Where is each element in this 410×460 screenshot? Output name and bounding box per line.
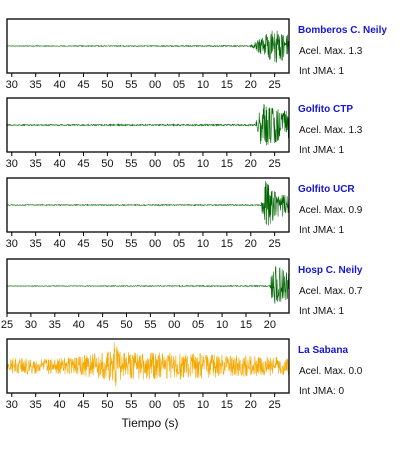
x-tick-label: 50 xyxy=(101,238,113,250)
x-tick-label: 15 xyxy=(221,79,233,91)
x-tick-label: 30 xyxy=(6,79,18,91)
x-tick-label: 20 xyxy=(245,399,257,411)
x-tick-label: 10 xyxy=(197,238,209,250)
x-tick-label: 35 xyxy=(30,79,42,91)
jma-intensity: Int JMA: 1 xyxy=(299,306,344,317)
jma-intensity: Int JMA: 0 xyxy=(299,386,344,397)
panel-3: 25 30 35 40 45 50 55 00 05 10 15 20 Hosp C. Neily Ace… xyxy=(1,258,363,331)
x-tick-label: 45 xyxy=(96,319,108,331)
x-tick-label: 55 xyxy=(125,158,137,170)
panel-frame xyxy=(6,258,290,314)
x-tick-label: 40 xyxy=(53,238,65,250)
x-tick-label: 05 xyxy=(173,238,185,250)
x-tick-label: 40 xyxy=(53,79,65,91)
x-tick-label: 10 xyxy=(216,319,228,331)
panel-frame xyxy=(6,18,290,74)
panel-0: 30 35 40 45 50 55 00 05 10 15 20 25 Bomberos C. Neil… xyxy=(6,18,387,91)
waveform-trace xyxy=(6,181,290,226)
x-tick-label: 35 xyxy=(30,238,42,250)
x-tick-label: 00 xyxy=(149,158,161,170)
x-tick-label: 10 xyxy=(197,79,209,91)
x-tick-label: 00 xyxy=(149,399,161,411)
x-tick-label: 05 xyxy=(173,158,185,170)
panel-frame xyxy=(6,177,290,233)
x-tick-label: 40 xyxy=(53,399,65,411)
x-tick-label: 30 xyxy=(6,158,18,170)
panel-4: 30 35 40 45 50 55 00 05 10 15 20 25 La Sabana Acel. M… xyxy=(6,338,363,411)
x-tick-label: 30 xyxy=(6,399,18,411)
max-acceleration: Acel. Max. 1.3 xyxy=(299,46,363,57)
x-axis-title: Tiempo (s) xyxy=(122,416,179,430)
x-tick-label: 00 xyxy=(168,319,180,331)
station-name: Golfito CTP xyxy=(298,104,353,115)
x-tick-label: 55 xyxy=(125,79,137,91)
x-tick-label: 35 xyxy=(49,319,61,331)
station-name: Hosp C. Neily xyxy=(298,265,363,276)
x-tick-label: 30 xyxy=(25,319,37,331)
x-tick-label: 35 xyxy=(30,158,42,170)
x-tick-label: 50 xyxy=(101,158,113,170)
station-name: Bomberos C. Neily xyxy=(298,25,387,36)
x-tick-label: 55 xyxy=(125,399,137,411)
x-tick-label: 50 xyxy=(101,399,113,411)
max-acceleration: Acel. Max. 0.0 xyxy=(299,366,363,377)
x-tick-label: 00 xyxy=(149,238,161,250)
x-tick-label: 25 xyxy=(269,238,281,250)
x-tick-label: 50 xyxy=(101,79,113,91)
panel-frame xyxy=(6,338,290,394)
x-tick-label: 15 xyxy=(221,238,233,250)
x-tick-label: 25 xyxy=(1,319,13,331)
x-tick-label: 45 xyxy=(77,238,89,250)
x-tick-label: 05 xyxy=(192,319,204,331)
x-tick-label: 20 xyxy=(245,79,257,91)
waveform-trace xyxy=(6,30,290,63)
panel-frame xyxy=(6,97,290,153)
x-tick-label: 05 xyxy=(173,79,185,91)
max-acceleration: Acel. Max. 0.7 xyxy=(299,286,363,297)
station-name: Golfito UCR xyxy=(298,184,355,195)
x-tick-label: 25 xyxy=(269,399,281,411)
max-acceleration: Acel. Max. 0.9 xyxy=(299,205,363,216)
panel-2: 30 35 40 45 50 55 00 05 10 15 20 25 Golfito UCR Acel.… xyxy=(6,177,363,250)
x-tick-label: 20 xyxy=(264,319,276,331)
x-tick-label: 15 xyxy=(240,319,252,331)
x-tick-label: 10 xyxy=(197,399,209,411)
waveform-trace xyxy=(6,103,290,146)
x-tick-label: 45 xyxy=(77,158,89,170)
x-tick-label: 45 xyxy=(77,399,89,411)
waveform-trace xyxy=(6,342,290,387)
x-tick-label: 10 xyxy=(197,158,209,170)
x-tick-label: 05 xyxy=(173,399,185,411)
x-tick-label: 35 xyxy=(30,399,42,411)
x-tick-label: 55 xyxy=(144,319,156,331)
x-tick-label: 20 xyxy=(245,238,257,250)
x-tick-label: 30 xyxy=(6,238,18,250)
x-tick-label: 55 xyxy=(125,238,137,250)
x-tick-label: 25 xyxy=(269,79,281,91)
jma-intensity: Int JMA: 1 xyxy=(299,145,344,156)
waveform-trace xyxy=(6,266,290,304)
x-tick-label: 15 xyxy=(221,399,233,411)
x-tick-label: 50 xyxy=(120,319,132,331)
panel-1: 30 35 40 45 50 55 00 05 10 15 20 25 Golfito CTP Acel.… xyxy=(6,97,363,170)
jma-intensity: Int JMA: 1 xyxy=(299,66,344,77)
jma-intensity: Int JMA: 1 xyxy=(299,225,344,236)
station-name: La Sabana xyxy=(298,345,348,356)
panels: 30 35 40 45 50 55 00 05 10 15 20 25 Bomberos C. Neil… xyxy=(1,18,387,411)
x-tick-label: 15 xyxy=(221,158,233,170)
x-tick-label: 00 xyxy=(149,79,161,91)
x-tick-label: 45 xyxy=(77,79,89,91)
x-tick-label: 40 xyxy=(53,158,65,170)
max-acceleration: Acel. Max. 1.3 xyxy=(299,125,363,136)
x-tick-label: 40 xyxy=(73,319,85,331)
x-tick-label: 20 xyxy=(245,158,257,170)
x-tick-label: 25 xyxy=(269,158,281,170)
